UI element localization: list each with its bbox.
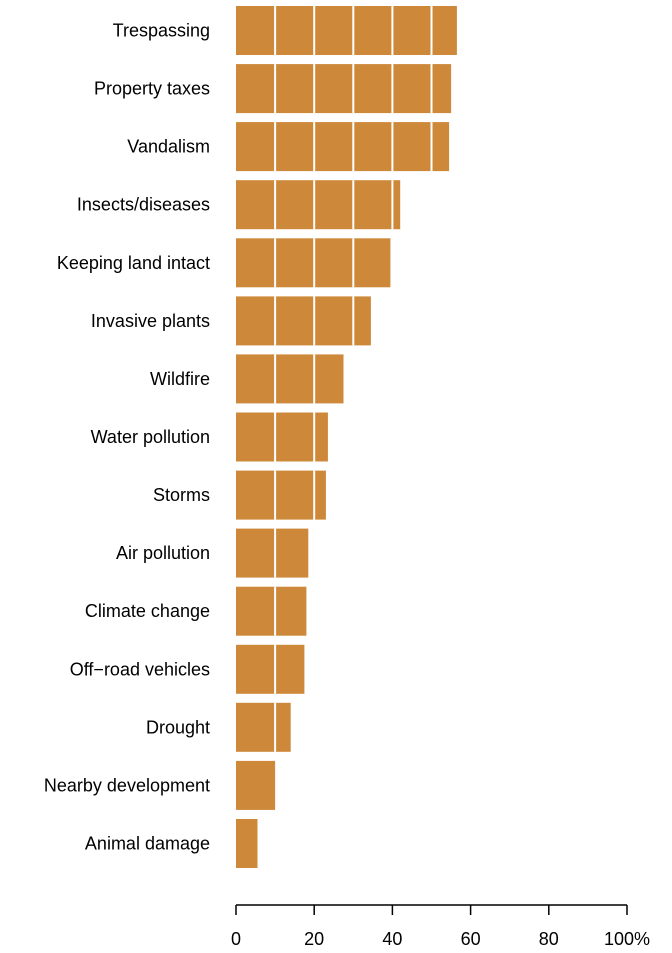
bar-climate-change [236, 586, 307, 636]
x-tick-label: 20 [304, 929, 324, 949]
category-label-invasive-plants: Invasive plants [91, 311, 210, 331]
category-label-insects-diseases: Insects/diseases [77, 195, 210, 215]
category-labels: Trespassing Property taxes Vandalism Insect… [44, 21, 210, 854]
category-label-vandalism: Vandalism [127, 137, 210, 157]
bar-water-pollution [236, 412, 328, 462]
bar-trespassing [236, 6, 457, 55]
bar-property-taxes [236, 64, 452, 114]
bar-nearby-development [236, 760, 276, 810]
category-label-animal-damage: Animal damage [85, 834, 210, 854]
category-label-wildfire: Wildfire [150, 369, 210, 389]
category-label-keeping-land-intact: Keeping land intact [57, 253, 210, 273]
category-label-climate-change: Climate change [85, 601, 210, 621]
bar-vandalism [236, 122, 450, 172]
category-label-storms: Storms [153, 485, 210, 505]
x-tick-label: 60 [461, 929, 481, 949]
x-tick-label: 0 [231, 929, 241, 949]
x-axis: 0 20 40 60 80 100% [231, 904, 650, 949]
bar-invasive-plants [236, 296, 371, 346]
bar-off-road-vehicles [236, 644, 305, 694]
category-label-water-pollution: Water pollution [91, 427, 210, 447]
category-label-trespassing: Trespassing [113, 21, 210, 41]
category-label-property-taxes: Property taxes [94, 79, 210, 99]
x-tick-label: 40 [382, 929, 402, 949]
bar-air-pollution [236, 528, 309, 578]
x-tick-label: 80 [539, 929, 559, 949]
gridlines-layer [274, 6, 433, 752]
category-label-off-road-vehicles: Off−road vehicles [70, 659, 210, 679]
x-tick-label: 100% [604, 929, 650, 949]
category-label-drought: Drought [146, 717, 210, 737]
bar-storms [236, 470, 326, 520]
bar-wildfire [236, 354, 344, 404]
bar-animal-damage [236, 819, 258, 868]
bar-drought [236, 702, 291, 752]
bar-insects-diseases [236, 180, 401, 230]
category-label-air-pollution: Air pollution [116, 543, 210, 563]
bars-layer [236, 6, 457, 868]
category-label-nearby-development: Nearby development [44, 775, 210, 795]
